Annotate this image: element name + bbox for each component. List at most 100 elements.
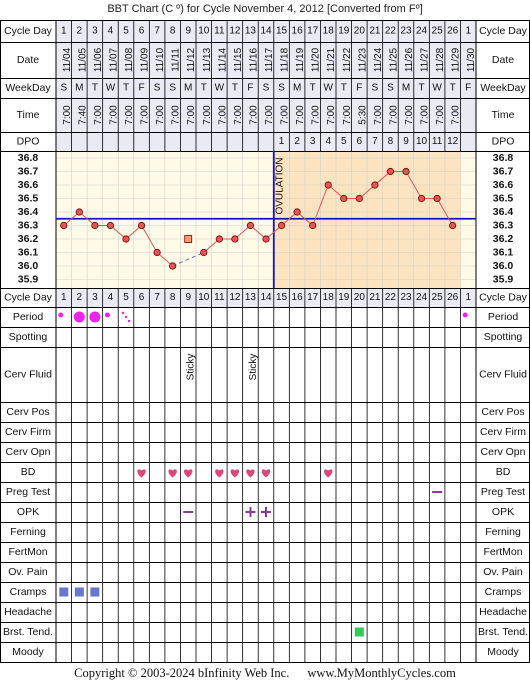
cycle-day-number: 5 bbox=[123, 26, 129, 37]
dpo-number: 5 bbox=[341, 136, 347, 147]
weekday-letter: M bbox=[293, 83, 301, 94]
row-label-cycle_day-left: Cycle Day bbox=[4, 25, 53, 37]
temperature-point bbox=[402, 167, 410, 176]
cycle-day-number-bottom: 13 bbox=[245, 292, 257, 303]
cycle-day-number-bottom: 1 bbox=[61, 292, 67, 303]
time-label: 7:00 bbox=[233, 105, 244, 125]
date-label: 11/17 bbox=[264, 47, 275, 72]
time-label: 7:00 bbox=[311, 105, 322, 125]
weekday-letter: W bbox=[323, 83, 333, 94]
row-border-cerv_pos bbox=[0, 402, 530, 423]
cycle-day-number: 12 bbox=[229, 26, 241, 37]
temperature-point bbox=[355, 194, 363, 203]
row-label-headache-right: Headache bbox=[479, 606, 527, 618]
time-label: 7:00 bbox=[248, 105, 259, 125]
chart-title: BBT Chart (C º) for Cycle November 4, 20… bbox=[107, 3, 423, 15]
cycle-day-number: 9 bbox=[185, 26, 191, 37]
bd-heart-icon bbox=[261, 469, 271, 478]
row-label-cerv_firm-right: Cerv Firm bbox=[480, 426, 526, 438]
y-tick-label-right: 36.0 bbox=[493, 260, 514, 272]
time-label: 7:00 bbox=[420, 105, 431, 125]
row-label-ferning-left: Ferning bbox=[10, 526, 46, 538]
cycle-day-number-bottom: 23 bbox=[400, 292, 412, 303]
temperature-line-segment bbox=[405, 171, 422, 199]
temperature-point bbox=[137, 221, 146, 230]
header-row-bg-cycle_day bbox=[56, 20, 476, 42]
cycle-day-number: 10 bbox=[198, 26, 210, 37]
row-label-cerv_opn-left: Cerv Opn bbox=[6, 446, 51, 458]
time-label: 7:00 bbox=[435, 105, 446, 125]
temperature-point bbox=[231, 235, 239, 243]
time-label: 7:00 bbox=[373, 105, 384, 125]
y-tick-label-left: 36.8 bbox=[18, 152, 39, 164]
period-spotting-dot bbox=[127, 319, 131, 323]
time-label: 7:00 bbox=[140, 105, 151, 125]
row-label-weekday-left: WeekDay bbox=[5, 82, 51, 94]
temperature-point bbox=[169, 262, 177, 270]
time-label: 7:00 bbox=[93, 105, 104, 125]
row-label-fertmon-right: FertMon bbox=[483, 546, 522, 558]
dpo-number: 7 bbox=[372, 136, 378, 147]
temperature-line-segment bbox=[436, 198, 454, 226]
time-label: 7:00 bbox=[171, 105, 182, 125]
cycle-day-number: 18 bbox=[323, 26, 335, 37]
period-heavy-dot bbox=[73, 311, 85, 323]
cycle-day-number: 11 bbox=[214, 26, 225, 37]
temperature-point bbox=[449, 221, 457, 230]
cycle-day-number: 1 bbox=[61, 26, 67, 37]
date-label: 11/15 bbox=[233, 47, 244, 72]
row-label-cerv_fluid-right: Cerv Fluid bbox=[479, 369, 527, 381]
cycle-day-number: 16 bbox=[292, 26, 304, 37]
cycle-day-number-bottom: 19 bbox=[338, 292, 350, 303]
date-label: 11/23 bbox=[357, 47, 368, 72]
time-label: 5:30 bbox=[357, 105, 368, 125]
row-label-ov_pain-right: Ov. Pain bbox=[483, 566, 523, 578]
header-row-bg-dpo bbox=[56, 132, 476, 151]
row-border-fertmon bbox=[0, 542, 530, 563]
y-tick-label-left: 36.1 bbox=[18, 247, 39, 259]
weekday-letter: W bbox=[215, 83, 225, 94]
weekday-letter: T bbox=[450, 83, 456, 94]
bd-heart-icon bbox=[184, 469, 193, 478]
y-tick-label-right: 35.9 bbox=[493, 274, 514, 286]
weekday-letter: T bbox=[310, 83, 316, 94]
cycle-day-number: 2 bbox=[77, 26, 83, 37]
row-label-preg_test-right: Preg Test bbox=[481, 486, 525, 498]
weekday-letter: M bbox=[184, 83, 192, 94]
row-label-period-right: Period bbox=[488, 311, 519, 323]
period-heavy-dot bbox=[89, 311, 101, 323]
cycle-day-number-bottom: 9 bbox=[185, 292, 191, 303]
cycle-day-number-bottom: 26 bbox=[447, 292, 459, 303]
temperature-point bbox=[262, 235, 270, 243]
row-label-moody-right: Moody bbox=[487, 646, 519, 658]
date-label: 11/11 bbox=[171, 48, 182, 72]
temperature-line-segment bbox=[312, 184, 329, 226]
temperature-point bbox=[277, 221, 286, 230]
y-tick-label-left: 36.5 bbox=[18, 193, 39, 205]
time-label: 7:00 bbox=[280, 105, 291, 125]
row-label-date-left: Date bbox=[17, 54, 39, 66]
dpo-number: 11 bbox=[432, 136, 443, 147]
cycle-day-number-bottom: 22 bbox=[385, 292, 397, 303]
y-tick-label-left: 36.3 bbox=[18, 220, 39, 232]
temperature-point bbox=[122, 235, 130, 243]
temperature-point bbox=[433, 194, 441, 203]
date-label: 11/25 bbox=[388, 47, 399, 72]
weekday-letter: M bbox=[75, 83, 83, 94]
site-link[interactable]: www.MyMonthlyCycles.com bbox=[307, 666, 456, 680]
time-label: 7:00 bbox=[326, 105, 337, 125]
time-label: 7:40 bbox=[77, 105, 88, 125]
row-label-preg_test-left: Preg Test bbox=[6, 486, 50, 498]
cycle-day-number: 13 bbox=[245, 26, 257, 37]
cycle-day-number-bottom: 20 bbox=[354, 292, 366, 303]
dpo-number: 4 bbox=[325, 136, 331, 147]
y-tick-label-left: 36.4 bbox=[18, 206, 39, 218]
y-tick-label-left: 36.6 bbox=[18, 179, 39, 191]
cycle-day-number-bottom: 25 bbox=[432, 292, 444, 303]
date-label: 11/13 bbox=[202, 47, 213, 72]
row-label-ov_pain-left: Ov. Pain bbox=[8, 566, 48, 578]
weekday-letter: T bbox=[123, 83, 129, 94]
time-label: 7:00 bbox=[342, 105, 353, 125]
